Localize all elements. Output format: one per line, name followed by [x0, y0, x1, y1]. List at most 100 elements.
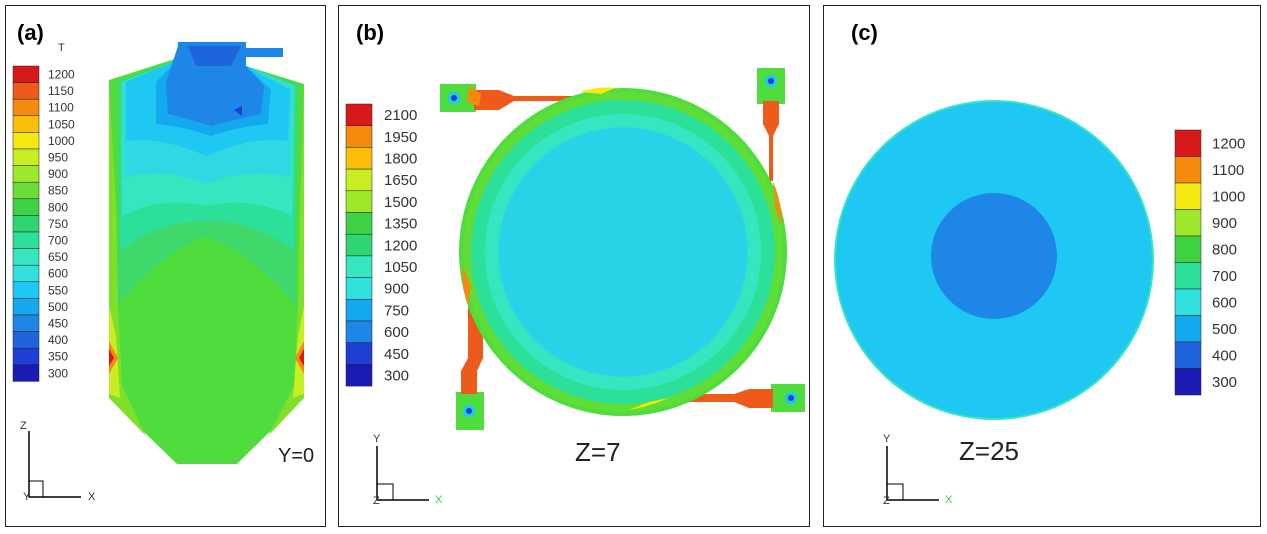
- legend-value: 400: [1212, 348, 1237, 365]
- legend-value: 1650: [384, 172, 417, 189]
- legend-value: 500: [1212, 321, 1237, 338]
- temperature-contour-b: [440, 68, 805, 430]
- legend-swatch: [12, 281, 40, 299]
- legend-swatch: [12, 298, 40, 316]
- legend-swatch: [1174, 182, 1202, 210]
- legend-swatch: [345, 233, 373, 257]
- legend-swatch: [12, 165, 40, 183]
- legend-value: 550: [48, 283, 68, 297]
- legend-value: 1200: [48, 68, 75, 82]
- legend-swatch: [345, 190, 373, 213]
- legend-value: 650: [48, 250, 68, 264]
- axis-z-label: Z: [20, 420, 27, 432]
- temperature-contour-a: [109, 42, 304, 464]
- axis-triad-c: Y X Z: [883, 433, 953, 507]
- panel-b-canvas: 2100 1950 1800 1650 1500 1350 1200 1050 900 750 60…: [345, 68, 805, 507]
- legend-swatch: [345, 299, 373, 322]
- legend-value: 1050: [384, 259, 417, 276]
- legend-swatch: [12, 132, 40, 150]
- legend-swatch: [12, 231, 40, 249]
- legend-swatch: [345, 125, 373, 148]
- legend-value: 1500: [384, 194, 417, 211]
- legend-value: 450: [48, 317, 68, 331]
- legend-swatch: [1174, 315, 1202, 343]
- axis-y-label-c: Y: [883, 433, 891, 445]
- legend-value: 1800: [384, 151, 417, 168]
- legend-swatch: [12, 331, 40, 349]
- panel-c: (c) 1200 1100 1000 900 800 700 600 500 400 300 Y …: [823, 5, 1261, 527]
- legend-swatch: [12, 248, 40, 266]
- axis-x-label-b: X: [435, 494, 443, 506]
- legend-swatch: [1174, 235, 1202, 263]
- legend-value: 900: [1212, 215, 1237, 232]
- legend-swatch: [1174, 262, 1202, 290]
- legend-value: 400: [48, 333, 68, 347]
- legend-value: 300: [48, 366, 68, 380]
- axis-y-label: Y: [23, 491, 31, 503]
- panel-b-label: (b): [356, 20, 385, 45]
- legend-value: 1200: [384, 237, 417, 254]
- section-label-b: Z=7: [575, 437, 621, 467]
- legend-swatch: [1174, 341, 1202, 369]
- legend-swatch: [1174, 209, 1202, 237]
- legend-value: 500: [48, 300, 68, 314]
- section-label-c: Z=25: [959, 436, 1019, 466]
- legend-swatch: [12, 364, 40, 382]
- legend-value: 2100: [384, 107, 417, 124]
- legend-value: 800: [1212, 242, 1237, 259]
- legend-swatch: [12, 215, 40, 233]
- legend-swatch: [1174, 368, 1202, 396]
- inlet-duct-top-right: [757, 68, 785, 181]
- legend-value: 300: [1212, 374, 1237, 391]
- legend-value: 1000: [1212, 189, 1245, 206]
- legend-value: 850: [48, 184, 68, 198]
- legend-value: 1200: [1212, 136, 1245, 153]
- legend-value: 1100: [1212, 162, 1244, 179]
- legend-swatch: [12, 264, 40, 283]
- legend-swatch: [345, 147, 373, 170]
- inlet-duct-bottom-left: [456, 306, 484, 430]
- axis-z-label-b: Z: [373, 495, 380, 507]
- legend-swatch: [12, 198, 40, 216]
- temperature-contour-c: [834, 100, 1154, 420]
- legend-swatch: [345, 364, 373, 387]
- legend-swatch: [12, 115, 40, 133]
- panel-b: (b) 2100 1950 1800 1650 1500 1350 1200 1050 900 7…: [338, 5, 810, 527]
- legend-value: 1050: [48, 117, 75, 131]
- axis-triad-b: Y X Z: [373, 433, 443, 507]
- inlet-duct-bottom-right: [669, 384, 805, 412]
- legend-value: 900: [384, 281, 409, 298]
- legend-swatch: [345, 342, 373, 365]
- legend-variable-label: T: [58, 42, 65, 54]
- legend-value: 350: [48, 350, 68, 364]
- legend-swatch: [1174, 288, 1202, 316]
- legend-swatch: [345, 255, 373, 278]
- legend-swatch: [12, 314, 40, 332]
- axis-z-label-c: Z: [883, 495, 890, 507]
- legend-value: 1150: [48, 84, 74, 98]
- legend-value: 750: [48, 217, 68, 231]
- legend-swatch: [345, 320, 373, 343]
- panel-a: (a) T 1200 1150 1100 1050 1000 950 900 850 800 75…: [5, 5, 326, 527]
- legend-swatch: [1174, 129, 1202, 157]
- legend-swatch: [12, 347, 40, 366]
- legend-b: 2100 1950 1800 1650 1500 1350 1200 1050 900 750 60…: [345, 103, 417, 387]
- legend-swatch: [345, 168, 373, 192]
- axis-x-label: X: [88, 491, 96, 503]
- panel-a-label: (a): [17, 20, 44, 45]
- legend-value: 600: [384, 324, 409, 341]
- legend-c: 1200 1100 1000 900 800 700 600 500 400 300: [1174, 129, 1245, 396]
- legend-a: 1200 1150 1100 1050 1000 950 900 850 800 750 700 65…: [12, 65, 75, 382]
- legend-value: 450: [384, 346, 409, 363]
- legend-value: 800: [48, 200, 68, 214]
- legend-swatch: [345, 277, 373, 300]
- legend-swatch: [12, 65, 40, 83]
- legend-swatch: [12, 98, 40, 117]
- legend-value: 1100: [48, 101, 74, 115]
- legend-value: 900: [48, 167, 68, 181]
- legend-value: 700: [1212, 268, 1237, 285]
- legend-value: 300: [384, 368, 409, 385]
- axis-x-label-c: X: [945, 494, 953, 506]
- legend-value: 600: [48, 267, 68, 281]
